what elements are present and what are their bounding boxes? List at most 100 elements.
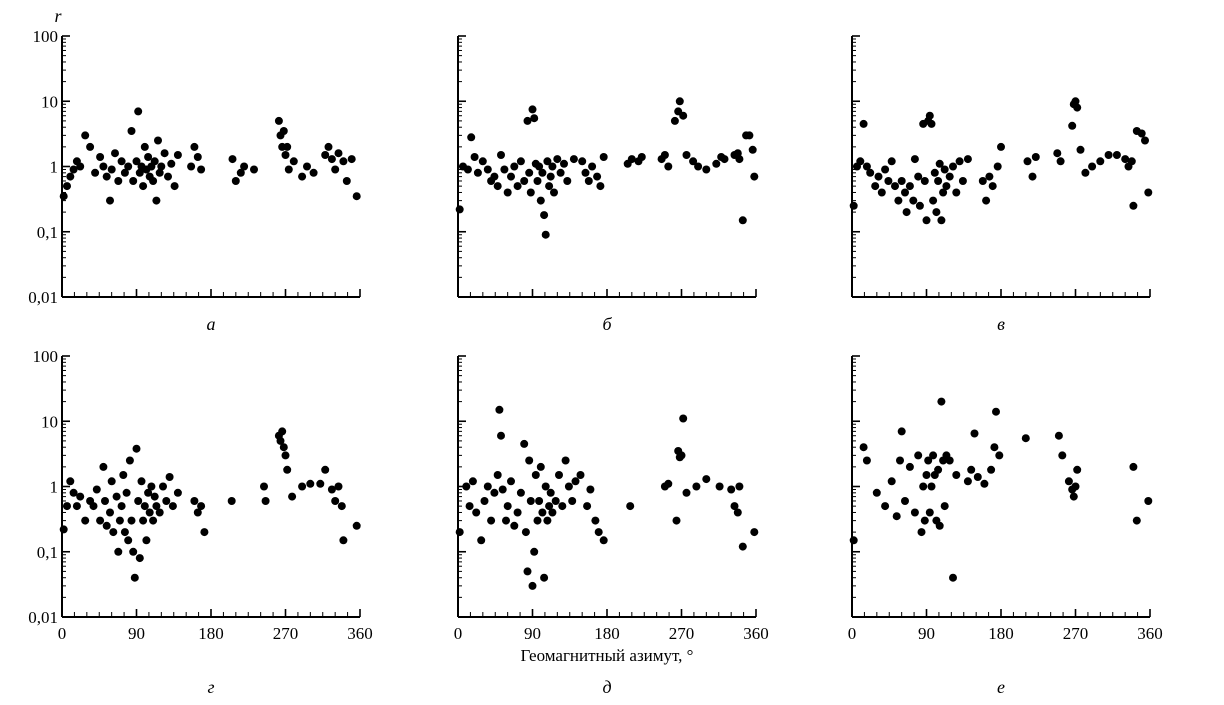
y-tick-label: 10 <box>41 92 58 111</box>
data-points <box>455 97 759 239</box>
data-point <box>551 497 560 505</box>
data-point <box>147 482 156 491</box>
y-tick-label: 0,1 <box>37 223 58 242</box>
data-point <box>483 165 492 174</box>
data-point <box>281 151 290 159</box>
x-ticks <box>851 289 1151 297</box>
data-point <box>992 407 1000 416</box>
data-point <box>63 502 71 511</box>
data-point <box>111 149 119 158</box>
panel-label: а <box>207 314 216 334</box>
data-point <box>1069 492 1078 501</box>
data-point <box>887 157 896 166</box>
data-point <box>1141 136 1149 145</box>
data-point <box>929 451 938 460</box>
data-point <box>945 172 954 181</box>
data-point <box>127 127 136 135</box>
data-point <box>289 157 298 166</box>
data-point <box>155 168 164 177</box>
data-points <box>849 397 1153 582</box>
panel-label: в <box>997 314 1005 334</box>
x-tick-label: 0 <box>848 624 857 643</box>
data-point <box>327 155 336 164</box>
data-point <box>1031 153 1040 161</box>
data-point <box>96 516 105 525</box>
panel-label: б <box>602 314 612 334</box>
data-point <box>507 172 515 181</box>
data-point <box>465 502 474 511</box>
data-point <box>129 547 138 556</box>
data-point <box>455 205 464 214</box>
data-point <box>927 482 936 491</box>
data-point <box>190 497 199 505</box>
data-point <box>937 216 946 225</box>
y-tick-label: 10 <box>41 412 58 431</box>
data-point <box>563 177 572 185</box>
data-point <box>145 508 154 517</box>
data-point <box>581 168 590 177</box>
data-point <box>967 465 976 474</box>
data-point <box>550 188 558 197</box>
data-point <box>576 471 585 479</box>
data-point <box>919 482 928 491</box>
data-point <box>901 188 909 197</box>
x-tick-label: 360 <box>743 624 769 643</box>
data-point <box>250 165 258 174</box>
data-point <box>339 157 348 166</box>
data-point <box>525 168 534 177</box>
x-tick-label: 360 <box>347 624 373 643</box>
data-point <box>502 516 510 525</box>
data-point <box>939 188 948 197</box>
data-point <box>462 482 471 491</box>
data-point <box>560 159 568 168</box>
data-point <box>331 165 340 174</box>
data-point <box>934 177 943 185</box>
x-tick-label: 180 <box>988 624 1014 643</box>
y-ticks <box>62 35 70 298</box>
data-point <box>164 172 172 181</box>
data-point <box>955 157 964 166</box>
y-ticks <box>62 355 70 618</box>
y-tick-label: 1 <box>50 158 59 177</box>
data-point <box>993 162 1002 171</box>
data-point <box>122 488 131 497</box>
data-point <box>490 488 499 497</box>
panel-label: г <box>207 677 214 697</box>
y-ticks <box>458 35 466 298</box>
data-point <box>985 172 994 181</box>
data-point <box>352 521 361 530</box>
data-point <box>905 182 914 191</box>
data-point <box>521 528 530 537</box>
data-point <box>958 177 967 185</box>
data-point <box>468 477 477 486</box>
data-point <box>538 508 547 517</box>
data-point <box>735 155 744 164</box>
data-point <box>982 196 991 205</box>
data-point <box>866 168 875 177</box>
data-point <box>922 471 931 479</box>
data-point <box>190 142 199 151</box>
data-point <box>463 165 472 174</box>
data-point <box>935 521 944 530</box>
data-point <box>558 502 567 511</box>
data-point <box>1112 151 1121 159</box>
data-point <box>150 157 159 166</box>
data-point <box>995 451 1004 460</box>
data-point <box>347 155 356 164</box>
data-point <box>561 456 570 465</box>
data-point <box>1096 157 1105 166</box>
data-point <box>227 497 236 505</box>
data-points <box>455 405 759 590</box>
data-point <box>152 196 161 205</box>
data-point <box>881 502 890 511</box>
data-point <box>730 502 739 511</box>
data-point <box>578 157 587 166</box>
data-point <box>596 182 605 191</box>
data-point <box>279 127 288 135</box>
data-point <box>339 536 348 545</box>
data-point <box>455 528 464 537</box>
data-point <box>922 216 931 225</box>
x-tick-label: 90 <box>128 624 145 643</box>
data-point <box>334 149 343 158</box>
